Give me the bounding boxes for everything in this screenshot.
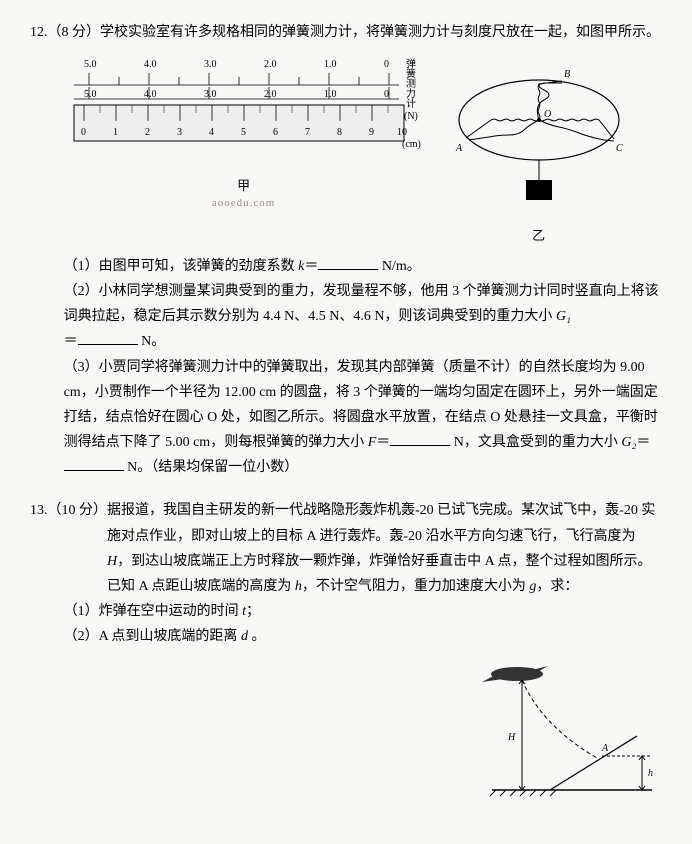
svg-text:3.0: 3.0: [204, 59, 217, 70]
svg-text:4: 4: [209, 127, 214, 138]
q12-stem-text: 学校实验室有许多规格相同的弹簧测力计，将弹簧测力计与刻度尺放在一起，如图甲所示。: [100, 20, 660, 45]
svg-text:A: A: [455, 143, 463, 154]
svg-text:9: 9: [369, 127, 374, 138]
svg-text:3: 3: [177, 127, 182, 138]
svg-text:7: 7: [305, 127, 310, 138]
svg-text:4.0: 4.0: [144, 89, 157, 100]
blank-k: [318, 255, 378, 270]
blank-g1: [78, 330, 138, 345]
svg-text:5: 5: [241, 127, 246, 138]
svg-text:A: A: [601, 743, 609, 754]
q12-number: 12.（8 分）: [30, 20, 100, 45]
q12-figures: 5.0 4.0 3.0 2.0 1.0 0 弹 簧 测 力 计 (N): [64, 55, 662, 248]
svg-text:1.0: 1.0: [324, 59, 337, 70]
svg-text:3.0: 3.0: [204, 89, 217, 100]
svg-text:计: 计: [406, 97, 416, 110]
svg-text:2.0: 2.0: [264, 89, 277, 100]
svg-text:6: 6: [273, 127, 278, 138]
svg-text:1.0: 1.0: [324, 89, 337, 100]
q13-part2: （2）A 点到山坡底端的距离 d 。: [30, 624, 662, 649]
q13-number: 13.（10 分）: [30, 498, 107, 599]
blank-f: [390, 431, 450, 446]
svg-text:0: 0: [384, 89, 389, 100]
svg-text:5.0: 5.0: [84, 89, 97, 100]
question-12: 12.（8 分） 学校实验室有许多规格相同的弹簧测力计，将弹簧测力计与刻度尺放在…: [30, 20, 662, 480]
svg-text:8: 8: [337, 127, 342, 138]
svg-text:h: h: [648, 768, 653, 779]
q13-figure: H A h: [30, 656, 662, 806]
watermark: aooedu.com: [64, 194, 424, 214]
svg-text:0: 0: [384, 59, 389, 70]
svg-text:C: C: [616, 143, 623, 154]
figure-ring: O B A C 乙: [444, 55, 634, 248]
q12-part1: （1）由图甲可知，该弹簧的劲度系数 k＝ N/m。: [30, 254, 662, 279]
svg-text:(N): (N): [404, 111, 418, 122]
svg-text:5.0: 5.0: [84, 59, 97, 70]
svg-text:1: 1: [113, 127, 118, 138]
svg-text:10: 10: [397, 127, 407, 138]
svg-text:0: 0: [81, 127, 86, 138]
q13-part1: （1）炸弹在空中运动的时间 t；: [30, 599, 662, 624]
svg-text:H: H: [507, 732, 516, 743]
svg-text:O: O: [544, 109, 551, 120]
q12-part2: （2）小林同学想测量某词典受到的重力，发现量程不够，他用 3 个弹簧测力计同时竖…: [30, 279, 662, 355]
q13-stem-text: 据报道，我国自主研发的新一代战略隐形轰炸机轰-20 已试飞完成。某次试飞中，轰-…: [107, 498, 662, 599]
svg-text:2: 2: [145, 127, 150, 138]
figure-ruler: 5.0 4.0 3.0 2.0 1.0 0 弹 簧 测 力 计 (N): [64, 55, 424, 213]
fig-caption-yi: 乙: [444, 224, 634, 247]
q12-stem: 12.（8 分） 学校实验室有许多规格相同的弹簧测力计，将弹簧测力计与刻度尺放在…: [30, 20, 662, 45]
svg-text:(cm): (cm): [402, 139, 421, 150]
svg-text:4.0: 4.0: [144, 59, 157, 70]
q12-part3: （3）小贾同学将弹簧测力计中的弹簧取出，发现其内部弹簧（质量不计）的自然长度均为…: [30, 355, 662, 481]
question-13: 13.（10 分） 据报道，我国自主研发的新一代战略隐形轰炸机轰-20 已试飞完…: [30, 498, 662, 805]
svg-text:2.0: 2.0: [264, 59, 277, 70]
blank-g2: [64, 456, 124, 471]
q13-stem: 13.（10 分） 据报道，我国自主研发的新一代战略隐形轰炸机轰-20 已试飞完…: [30, 498, 662, 599]
svg-text:B: B: [564, 69, 570, 80]
